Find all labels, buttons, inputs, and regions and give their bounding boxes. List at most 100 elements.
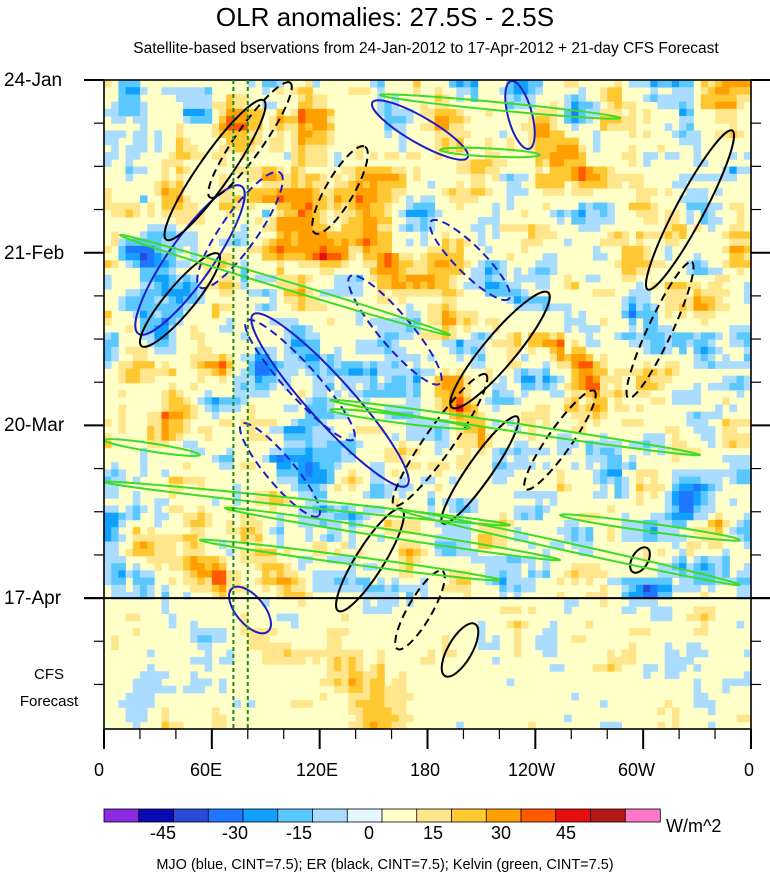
anomaly-cell [377, 231, 385, 240]
anomaly-cell [334, 447, 342, 456]
anomaly-cell [441, 253, 450, 261]
anomaly-cell [441, 260, 450, 268]
anomaly-cell [168, 317, 177, 326]
anomaly-cell [269, 447, 277, 456]
anomaly-cell [384, 491, 392, 499]
anomaly-cell [693, 664, 702, 672]
anomaly-cell [664, 310, 673, 319]
anomaly-cell [671, 498, 680, 506]
anomaly-cell [362, 700, 371, 708]
anomaly-cell [355, 202, 364, 211]
anomaly-cell [348, 382, 357, 391]
anomaly-cell [175, 404, 184, 413]
anomaly-cell [384, 152, 392, 160]
anomaly-cell [693, 447, 702, 456]
anomaly-cell [319, 440, 328, 449]
anomaly-cell [312, 491, 321, 499]
anomaly-cell [219, 173, 227, 182]
anomaly-cell [233, 584, 241, 593]
anomaly-cell [578, 325, 587, 333]
anomaly-cell [657, 570, 666, 578]
anomaly-cell [348, 505, 357, 514]
anomaly-cell [679, 108, 687, 117]
anomaly-cell [693, 491, 702, 499]
er-contour [391, 372, 489, 508]
anomaly-cell [226, 454, 234, 463]
anomaly-cell [118, 512, 126, 521]
anomaly-cell [104, 346, 112, 355]
anomaly-cell [449, 649, 457, 658]
anomaly-cell [520, 462, 529, 470]
anomaly-cell [585, 454, 594, 463]
anomaly-cell [283, 548, 292, 557]
anomaly-cell [175, 281, 184, 290]
anomaly-cell [219, 281, 227, 290]
anomaly-cell [492, 202, 500, 211]
anomaly-cell [219, 555, 227, 564]
anomaly-cell [405, 224, 414, 232]
anomaly-cell [183, 519, 191, 528]
anomaly-cell [154, 303, 162, 312]
anomaly-cell [506, 137, 515, 146]
anomaly-cell [571, 404, 579, 413]
anomaly-cell [197, 94, 206, 103]
anomaly-cell [492, 476, 500, 485]
anomaly-cell [441, 498, 450, 506]
anomaly-cell [643, 209, 651, 218]
anomaly-cell [722, 433, 730, 441]
anomaly-cell [520, 555, 529, 564]
anomaly-cell [104, 577, 112, 586]
anomaly-cell [571, 346, 579, 355]
anomaly-cell [664, 591, 673, 600]
anomaly-cell [592, 253, 601, 261]
anomaly-cell [679, 173, 687, 182]
anomaly-cell [168, 152, 177, 160]
anomaly-cell [686, 195, 694, 203]
anomaly-cell [298, 599, 306, 607]
anomaly-cell [369, 217, 378, 225]
anomaly-cell [592, 101, 601, 110]
anomaly-cell [269, 317, 277, 326]
anomaly-cell [686, 332, 694, 340]
anomaly-cell [485, 527, 493, 535]
anomaly-cell [492, 231, 500, 240]
anomaly-cell [283, 368, 292, 377]
anomaly-cell [226, 527, 234, 535]
anomaly-cell [463, 80, 472, 88]
anomaly-cell [686, 469, 694, 478]
anomaly-cell [621, 483, 630, 492]
anomaly-cell [506, 281, 515, 290]
anomaly-cell [449, 267, 457, 276]
anomaly-cell [183, 94, 191, 103]
anomaly-cell [247, 188, 256, 196]
anomaly-cell [434, 519, 443, 528]
anomaly-cell [125, 368, 134, 377]
anomaly-cell [197, 555, 206, 564]
anomaly-cell [707, 173, 716, 182]
anomaly-cell [528, 368, 536, 377]
anomaly-cell [405, 325, 414, 333]
anomaly-cell [125, 700, 134, 708]
anomaly-cell [104, 339, 112, 348]
anomaly-cell [664, 80, 673, 88]
anomaly-cell [520, 577, 529, 586]
anomaly-cell [254, 346, 263, 355]
anomaly-cell [334, 519, 342, 528]
anomaly-cell [204, 404, 213, 413]
anomaly-cell [197, 476, 206, 485]
anomaly-cell [154, 339, 162, 348]
anomaly-cell [456, 433, 464, 441]
anomaly-cell [139, 166, 148, 175]
anomaly-cell [197, 375, 206, 384]
anomaly-cell [542, 505, 551, 514]
anomaly-cell [686, 137, 694, 146]
anomaly-cell [326, 368, 335, 377]
anomaly-cell [628, 591, 637, 600]
anomaly-cell [283, 426, 292, 434]
anomaly-cell [262, 195, 270, 203]
anomaly-cell [312, 476, 321, 485]
anomaly-cell [175, 390, 184, 398]
anomaly-cell [139, 505, 148, 514]
anomaly-cell [578, 159, 587, 167]
anomaly-cell [219, 418, 227, 427]
